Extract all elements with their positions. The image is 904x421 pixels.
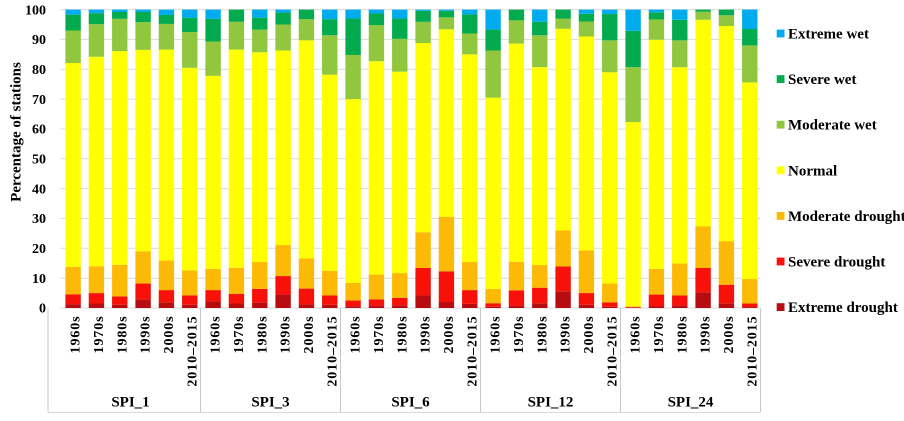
svg-text:50: 50 (32, 153, 46, 168)
svg-text:SPI_1: SPI_1 (111, 395, 149, 411)
svg-text:1960s: 1960s (209, 316, 224, 354)
svg-text:1960s: 1960s (349, 316, 364, 354)
svg-text:SPI_6: SPI_6 (391, 395, 430, 411)
svg-text:Normal: Normal (788, 163, 837, 179)
svg-text:2000s: 2000s (722, 316, 737, 354)
svg-text:Severe wet: Severe wet (788, 72, 856, 88)
svg-text:20: 20 (32, 242, 46, 257)
svg-text:1990s: 1990s (139, 316, 154, 354)
svg-text:2010–2015: 2010–2015 (605, 316, 620, 387)
svg-text:2010–2015: 2010–2015 (465, 316, 480, 387)
svg-text:1990s: 1990s (279, 316, 294, 354)
svg-text:1960s: 1960s (69, 316, 84, 354)
svg-text:1970s: 1970s (92, 316, 107, 354)
svg-text:30: 30 (32, 212, 46, 227)
svg-text:60: 60 (32, 123, 46, 138)
svg-text:1970s: 1970s (652, 316, 667, 354)
svg-text:40: 40 (32, 182, 46, 197)
svg-text:100: 100 (25, 3, 46, 18)
svg-text:2000s: 2000s (582, 316, 597, 354)
svg-text:Extreme wet: Extreme wet (788, 27, 869, 43)
svg-text:Moderate drought: Moderate drought (788, 209, 904, 225)
svg-text:70: 70 (32, 93, 46, 108)
svg-text:1980s: 1980s (255, 316, 270, 354)
svg-text:2010–2015: 2010–2015 (185, 316, 200, 387)
svg-text:80: 80 (32, 63, 46, 78)
svg-text:90: 90 (32, 33, 46, 48)
svg-text:1980s: 1980s (675, 316, 690, 354)
svg-text:Moderate wet: Moderate wet (788, 118, 877, 134)
svg-text:2000s: 2000s (442, 316, 457, 354)
svg-text:Severe drought: Severe drought (788, 255, 885, 271)
svg-text:1970s: 1970s (372, 316, 387, 354)
svg-text:2000s: 2000s (162, 316, 177, 354)
svg-text:SPI_12: SPI_12 (528, 395, 574, 411)
svg-text:0: 0 (39, 302, 46, 317)
svg-text:1980s: 1980s (115, 316, 130, 354)
svg-text:1970s: 1970s (232, 316, 247, 354)
svg-text:Extreme drought: Extreme drought (788, 300, 898, 316)
svg-text:1980s: 1980s (535, 316, 550, 354)
svg-text:2010–2015: 2010–2015 (745, 316, 760, 387)
svg-text:SPI_3: SPI_3 (251, 395, 289, 411)
svg-text:2000s: 2000s (302, 316, 317, 354)
svg-text:1970s: 1970s (512, 316, 527, 354)
svg-text:10: 10 (32, 272, 46, 287)
svg-text:1960s: 1960s (629, 316, 644, 354)
svg-text:1960s: 1960s (489, 316, 504, 354)
svg-text:Percentage of stations: Percentage of stations (9, 62, 25, 202)
svg-text:SPI_24: SPI_24 (668, 395, 714, 411)
svg-text:1990s: 1990s (699, 316, 714, 354)
svg-text:2010–2015: 2010–2015 (325, 316, 340, 387)
svg-text:1980s: 1980s (395, 316, 410, 354)
svg-text:1990s: 1990s (419, 316, 434, 354)
svg-text:1990s: 1990s (559, 316, 574, 354)
